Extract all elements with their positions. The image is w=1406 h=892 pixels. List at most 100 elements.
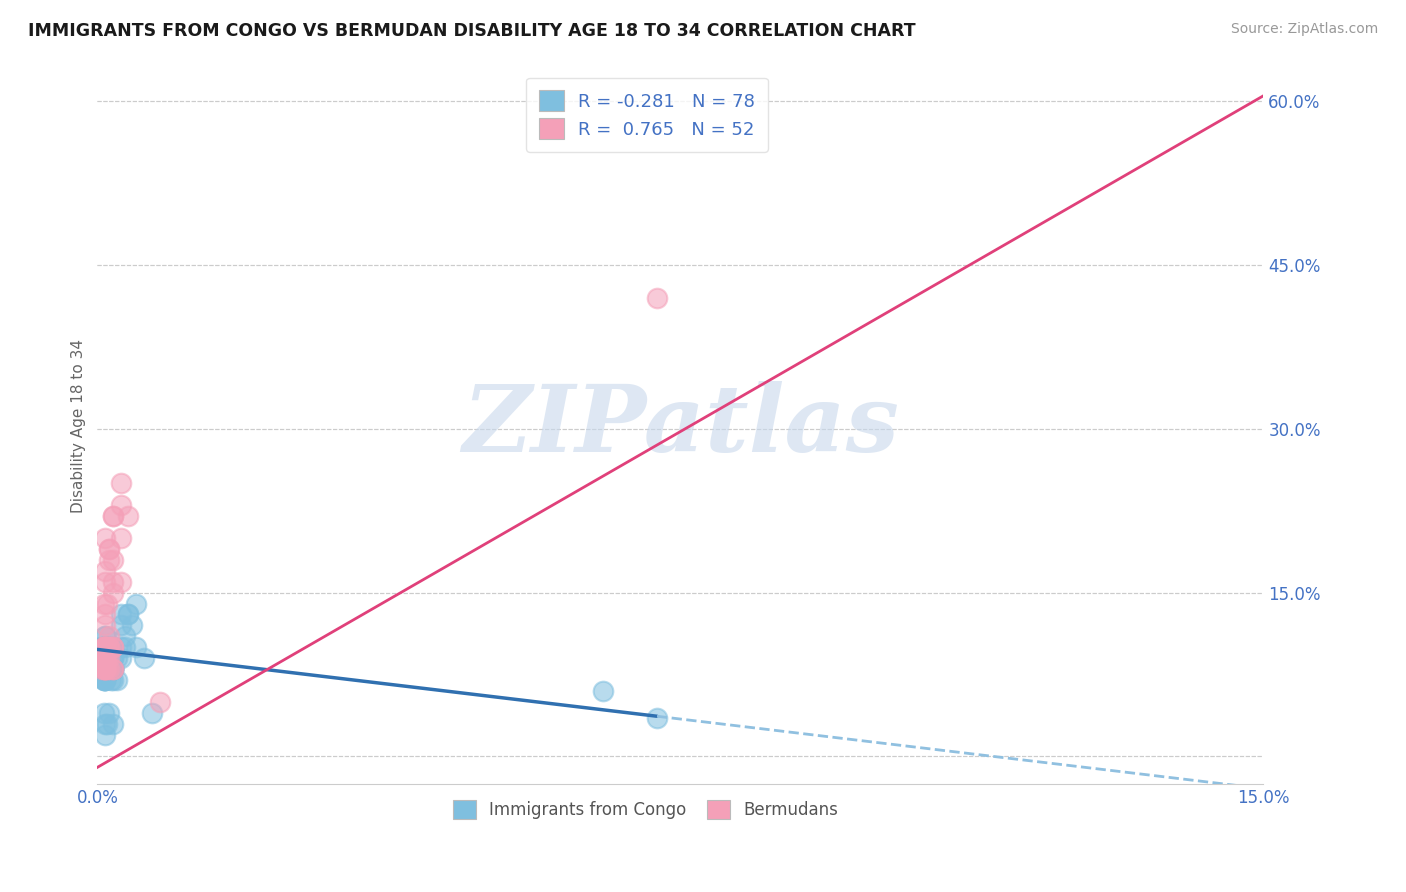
Point	[125, 597, 148, 611]
Point	[98, 662, 121, 676]
Point	[125, 640, 148, 655]
Point	[98, 651, 121, 665]
Point	[101, 662, 124, 676]
Point	[96, 651, 118, 665]
Point	[98, 662, 121, 676]
Point	[98, 640, 121, 655]
Point	[96, 662, 118, 676]
Point	[98, 651, 121, 665]
Point	[100, 673, 122, 687]
Legend: Immigrants from Congo, Bermudans: Immigrants from Congo, Bermudans	[446, 793, 845, 825]
Point	[94, 651, 117, 665]
Point	[93, 706, 115, 720]
Point	[117, 607, 139, 622]
Point	[110, 531, 132, 545]
Point	[105, 651, 128, 665]
Point	[101, 553, 124, 567]
Point	[101, 574, 124, 589]
Point	[93, 662, 115, 676]
Point	[96, 597, 118, 611]
Point	[96, 651, 118, 665]
Point	[93, 640, 115, 655]
Point	[94, 662, 117, 676]
Point	[105, 673, 128, 687]
Point	[110, 498, 132, 512]
Point	[93, 640, 115, 655]
Point	[101, 662, 124, 676]
Point	[148, 695, 170, 709]
Point	[96, 651, 118, 665]
Point	[94, 662, 117, 676]
Point	[110, 607, 132, 622]
Point	[98, 553, 121, 567]
Point	[94, 651, 117, 665]
Point	[96, 651, 118, 665]
Point	[94, 574, 117, 589]
Point	[96, 662, 118, 676]
Point	[110, 651, 132, 665]
Point	[101, 509, 124, 524]
Point	[645, 291, 668, 305]
Point	[101, 640, 124, 655]
Text: IMMIGRANTS FROM CONGO VS BERMUDAN DISABILITY AGE 18 TO 34 CORRELATION CHART: IMMIGRANTS FROM CONGO VS BERMUDAN DISABI…	[28, 22, 915, 40]
Point	[110, 640, 132, 655]
Point	[94, 728, 117, 742]
Point	[94, 651, 117, 665]
Point	[94, 640, 117, 655]
Point	[98, 662, 121, 676]
Point	[94, 662, 117, 676]
Point	[94, 651, 117, 665]
Point	[98, 640, 121, 655]
Point	[94, 640, 117, 655]
Point	[98, 640, 121, 655]
Point	[90, 651, 112, 665]
Point	[94, 629, 117, 643]
Point	[101, 651, 124, 665]
Point	[101, 662, 124, 676]
Point	[101, 662, 124, 676]
Point	[93, 662, 115, 676]
Point	[94, 651, 117, 665]
Point	[94, 564, 117, 578]
Point	[93, 597, 115, 611]
Point	[91, 651, 114, 665]
Point	[93, 662, 115, 676]
Point	[592, 684, 614, 698]
Point	[121, 618, 143, 632]
Point	[98, 629, 121, 643]
Point	[94, 651, 117, 665]
Point	[94, 618, 117, 632]
Point	[94, 662, 117, 676]
Point	[94, 640, 117, 655]
Point	[94, 662, 117, 676]
Point	[132, 651, 155, 665]
Point	[93, 673, 115, 687]
Point	[645, 711, 668, 725]
Point	[98, 640, 121, 655]
Point	[100, 662, 122, 676]
Point	[94, 629, 117, 643]
Point	[110, 618, 132, 632]
Point	[93, 651, 115, 665]
Point	[101, 662, 124, 676]
Point	[101, 716, 124, 731]
Point	[94, 531, 117, 545]
Point	[94, 640, 117, 655]
Point	[96, 651, 118, 665]
Text: Source: ZipAtlas.com: Source: ZipAtlas.com	[1230, 22, 1378, 37]
Point	[98, 640, 121, 655]
Point	[94, 640, 117, 655]
Point	[94, 651, 117, 665]
Point	[101, 585, 124, 599]
Point	[94, 716, 117, 731]
Point	[94, 640, 117, 655]
Point	[100, 662, 122, 676]
Point	[110, 476, 132, 491]
Point	[90, 651, 112, 665]
Point	[91, 662, 114, 676]
Point	[96, 716, 118, 731]
Point	[101, 640, 124, 655]
Point	[93, 651, 115, 665]
Point	[90, 651, 112, 665]
Point	[94, 651, 117, 665]
